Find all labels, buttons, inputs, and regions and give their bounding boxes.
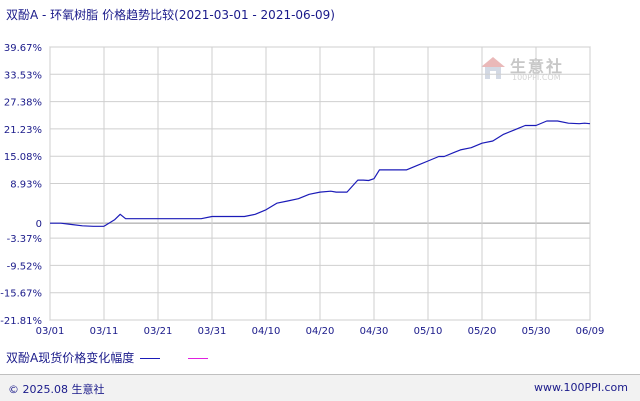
- footer-copyright: © 2025.08 生意社: [8, 383, 105, 396]
- x-tick-label: 03/31: [198, 326, 227, 337]
- footer-bar: © 2025.08 生意社 www.100PPI.com: [0, 374, 640, 401]
- x-tick-label: 05/20: [468, 326, 497, 337]
- chart-title: 双酚A - 环氧树脂 价格趋势比较(2021-03-01 - 2021-06-09…: [6, 6, 335, 23]
- x-tick-label: 03/01: [36, 326, 65, 337]
- x-tick-label: 04/30: [360, 326, 389, 337]
- chart-title-subtitle: 价格趋势比较(2021-03-01 - 2021-06-09): [102, 8, 335, 22]
- x-tick-label: 04/10: [252, 326, 281, 337]
- line-chart: 39.67% 33.53% 27.38% 21.23% 15.08% 8.93% 0 -3.3…: [0, 43, 605, 337]
- x-tick-label: 05/10: [414, 326, 443, 337]
- x-tick-label: 06/09: [576, 326, 605, 337]
- legend-label-series-1: 双酚A现货价格变化幅度: [6, 351, 135, 365]
- y-tick-label: 27.38%: [4, 98, 42, 109]
- x-tick-label: 04/20: [306, 326, 335, 337]
- legend-swatch-series-2: [188, 358, 209, 359]
- y-tick-label: 33.53%: [4, 70, 42, 81]
- x-tick-label: 03/21: [144, 326, 173, 337]
- y-tick-label: -15.67%: [0, 289, 42, 300]
- legend-item-series-1: 双酚A现货价格变化幅度: [6, 349, 161, 366]
- x-tick-label: 03/11: [90, 326, 119, 337]
- chart-legend: 双酚A现货价格变化幅度: [6, 349, 226, 366]
- legend-item-series-2: [182, 351, 209, 365]
- y-tick-label: 15.08%: [4, 152, 42, 163]
- y-tick-label: -9.52%: [7, 261, 42, 272]
- footer-site-link[interactable]: www.100PPI.com: [534, 381, 628, 394]
- legend-swatch-series-1: [140, 358, 161, 359]
- chart-title-series: 双酚A - 环氧树脂: [6, 8, 99, 22]
- x-tick-label: 05/30: [522, 326, 551, 337]
- y-tick-label: 21.23%: [4, 125, 42, 136]
- y-tick-label: 39.67%: [4, 43, 42, 54]
- y-tick-label: 8.93%: [10, 180, 42, 191]
- y-tick-label: -3.37%: [7, 234, 42, 245]
- house-logo-icon: [481, 57, 505, 79]
- y-tick-label: 0: [36, 219, 42, 230]
- y-tick-label: -21.81%: [0, 316, 42, 327]
- series-line-1: [50, 120, 591, 227]
